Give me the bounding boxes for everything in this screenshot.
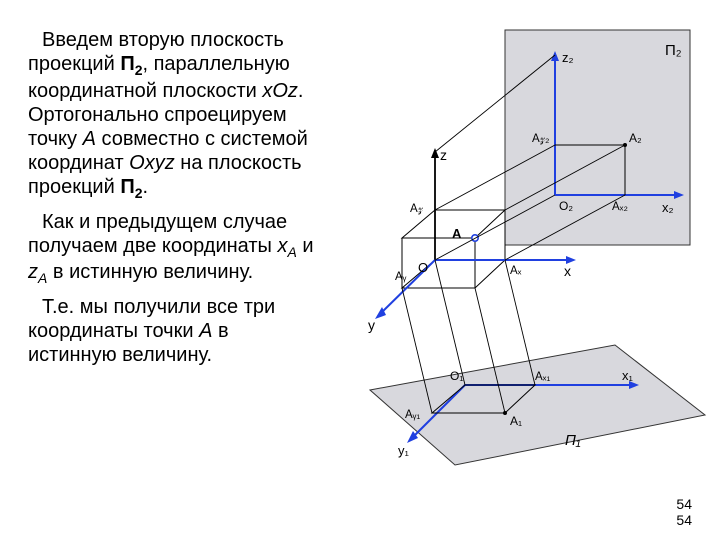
paragraph-3: Т.е. мы получили все три координаты точк… [28,295,318,367]
label-ay: Aᵧ [395,271,407,283]
label-y: y [368,317,375,333]
label-a: A [452,226,462,241]
label-az2: A𝓏₂ [532,133,549,145]
paragraph-2: Как и предыдущем случае получаем две коо… [28,210,318,288]
label-z: z [440,147,447,163]
label-z2: z₂ [562,50,574,65]
paragraph-1: Введем вторую плоскость проекций П2, пар… [28,28,318,202]
label-x: x [564,263,571,279]
projection-diagram: П₂ П₁ A z x y O A𝓏 Aₓ Aᵧ z₂ x₂ O₂ A₂ A𝓏₂… [340,20,710,500]
label-o2: O₂ [559,199,573,213]
label-a2: A₂ [629,131,642,145]
label-a1: A₁ [510,414,522,428]
body-text: Введем вторую плоскость проекций П2, пар… [28,28,318,375]
label-pi1: П₁ [565,432,581,449]
page-number-main: 54 [676,496,692,512]
label-az: A𝓏 [410,203,424,215]
label-ax: Aₓ [510,265,522,277]
diagram-svg: П₂ П₁ A z x y O A𝓏 Aₓ Aᵧ z₂ x₂ O₂ A₂ A𝓏₂… [340,20,710,500]
label-o: O [418,260,428,275]
label-ax2: Aₓ₂ [612,201,628,213]
projector [435,260,465,385]
page-number-sub: 54 [676,512,692,528]
label-ax1: Aₓ₁ [535,371,550,383]
label-x1: x₁ [622,368,634,383]
label-pi2: П₂ [665,42,682,59]
label-x2: x₂ [662,200,674,215]
label-ay1: Aᵧ₁ [405,409,420,421]
label-y1: y₁ [398,443,410,458]
